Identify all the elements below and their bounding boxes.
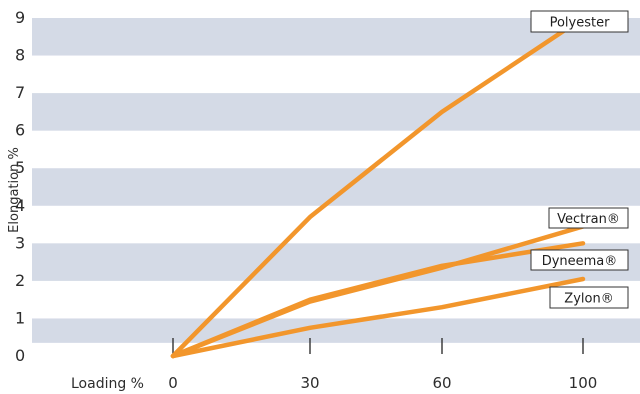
series-label-text: Zylon® [564, 292, 613, 307]
series-label: Vectran® [548, 207, 629, 229]
series-label: Zylon® [549, 286, 629, 309]
x-tick-label: 100 [569, 374, 598, 392]
y-tick-label: 5 [15, 158, 25, 177]
y-tick-label: 7 [15, 83, 25, 102]
y-tick-label: 6 [15, 121, 25, 140]
y-tick-label: 1 [15, 308, 25, 327]
x-axis-label: Loading % [71, 376, 144, 392]
y-tick-label: 4 [15, 196, 25, 215]
x-tick-label: 60 [432, 374, 451, 392]
y-tick-label: 3 [15, 233, 25, 252]
series-line [170, 276, 586, 359]
y-axis-label: Elongation % [7, 147, 22, 233]
x-tick-label: 0 [168, 374, 178, 392]
series-label-text: Polyester [550, 16, 611, 31]
series-label: Polyester [530, 10, 629, 33]
series-labels: Polyester Vectran® Dyneema® Zylon® [530, 10, 629, 309]
series-label-text: Dyneema® [542, 254, 618, 269]
y-tick-label: 8 [15, 46, 25, 65]
series-lines [170, 15, 586, 359]
y-tick-label: 0 [15, 346, 25, 365]
grid-band [32, 93, 640, 131]
series-label-text: Vectran® [557, 212, 620, 227]
y-tick-label: 2 [15, 271, 25, 290]
x-tick-label: 30 [300, 374, 319, 392]
grid-band [32, 168, 640, 206]
series-label: Dyneema® [530, 249, 629, 271]
series-line [170, 15, 586, 359]
y-tick-label: 9 [15, 8, 25, 27]
y-axis-ticks: 0 1 2 3 4 5 6 7 8 9 [15, 8, 25, 365]
series-line [170, 241, 586, 359]
x-axis-ticks: 0 30 60 100 [168, 338, 597, 392]
